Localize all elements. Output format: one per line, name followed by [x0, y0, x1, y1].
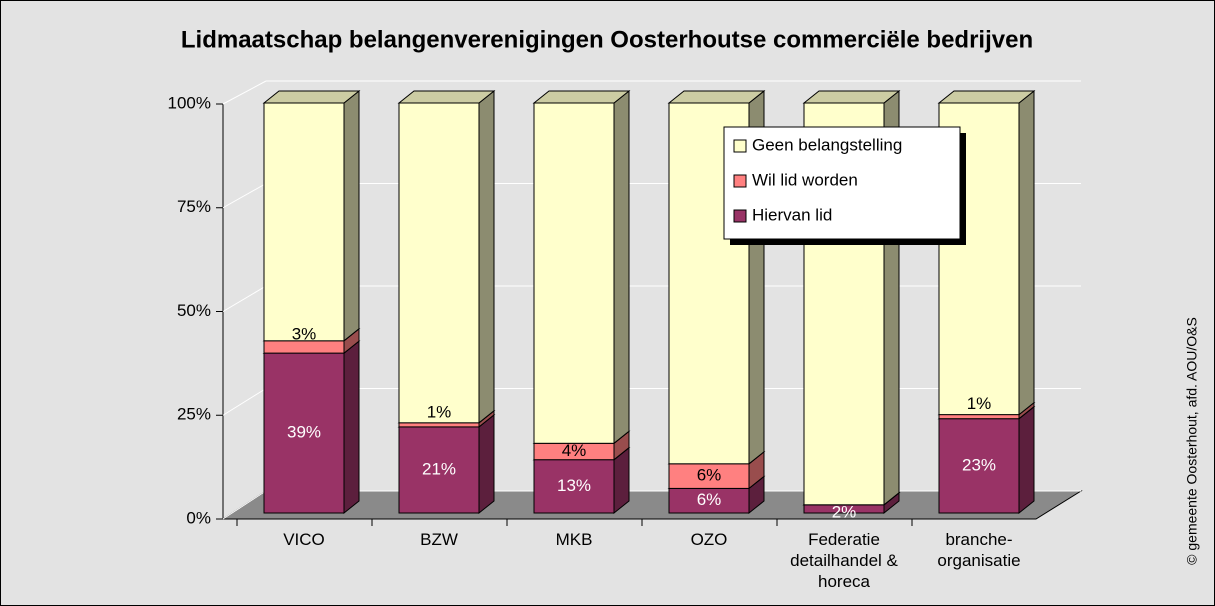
bar-side — [1018, 405, 1035, 515]
bar — [263, 352, 345, 514]
bar-top — [397, 90, 496, 104]
y-tick-label: 100% — [168, 93, 211, 112]
bar — [668, 102, 750, 465]
bar — [398, 422, 480, 428]
bar — [533, 102, 615, 444]
legend-label: Wil lid worden — [752, 170, 858, 189]
legend-label: Geen belangstelling — [752, 135, 902, 154]
y-tick-label: 50% — [177, 301, 211, 320]
bar — [533, 459, 615, 514]
bar — [263, 102, 345, 342]
legend — [723, 126, 961, 240]
bar-side — [343, 89, 360, 342]
bar — [668, 487, 750, 514]
data-label: 2% — [832, 502, 857, 521]
x-tick-label: branche-organisatie — [937, 530, 1021, 570]
grid-line — [222, 285, 267, 312]
y-tick-label: 0% — [186, 508, 211, 527]
data-label: 39% — [287, 423, 321, 442]
data-label: 21% — [422, 459, 456, 478]
data-label: 23% — [962, 455, 996, 474]
grid-line — [222, 80, 267, 105]
bar-side — [478, 89, 495, 424]
x-tick-label: Federatie detailhandel & horeca — [790, 530, 898, 591]
bar-top — [667, 90, 766, 104]
x-tick-label: VICO — [283, 530, 325, 549]
grid-line — [222, 183, 267, 209]
bar-top — [262, 90, 361, 104]
bar-side — [1018, 89, 1035, 416]
data-label: 3% — [292, 324, 317, 343]
chart-title: Lidmaatschap belangenverenigingen Ooster… — [181, 26, 1033, 53]
y-tick-label: 25% — [177, 405, 211, 424]
legend-swatch — [733, 209, 747, 223]
bar-side — [343, 340, 360, 515]
bar-side — [478, 413, 495, 515]
grid-line — [222, 490, 267, 520]
y-tick-label: 75% — [177, 197, 211, 216]
data-label: 6% — [697, 490, 722, 509]
data-label: 1% — [427, 402, 452, 421]
bar — [938, 414, 1020, 420]
bar-top — [937, 90, 1036, 104]
data-label: 13% — [557, 476, 591, 495]
data-label: 1% — [967, 394, 992, 413]
bar — [398, 102, 480, 424]
legend-label: Hiervan lid — [752, 205, 832, 224]
bar — [668, 463, 750, 489]
data-label: 4% — [562, 441, 587, 460]
source-note: © gemeente Oosterhout, afd. AOU/O&S — [1184, 317, 1200, 565]
bar-top — [532, 90, 631, 104]
grid-line — [222, 388, 267, 416]
x-tick-label: MKB — [555, 530, 593, 549]
bar-side — [613, 89, 630, 445]
data-label: 6% — [697, 466, 722, 485]
bar-top — [802, 90, 901, 104]
legend-swatch — [733, 174, 747, 188]
x-tick-label: BZW — [420, 530, 458, 549]
x-tick-label: OZO — [690, 530, 728, 549]
bar — [938, 418, 1020, 514]
bar — [398, 426, 480, 514]
legend-swatch — [733, 139, 747, 153]
